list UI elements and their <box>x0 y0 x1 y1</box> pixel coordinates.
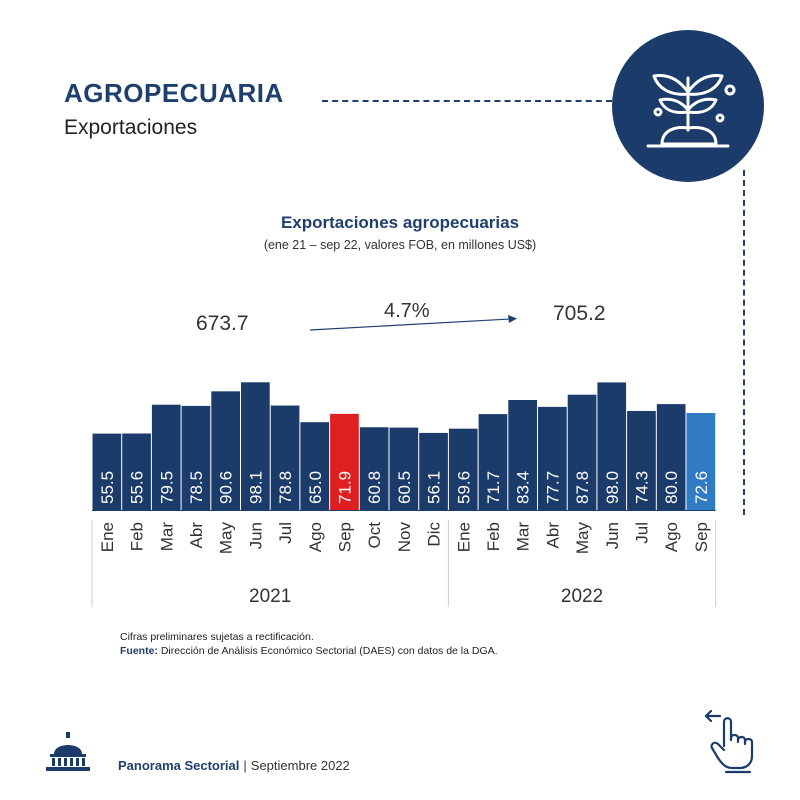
page-title: AGROPECUARIA <box>64 78 284 108</box>
bar <box>508 400 537 510</box>
bar <box>419 432 448 510</box>
bar <box>686 413 716 510</box>
x-tick-label: Ago <box>662 522 681 552</box>
bar-value-label: 87.8 <box>573 471 592 504</box>
publication-name: Panorama Sectorial <box>118 758 240 773</box>
bar-value-label: 74.3 <box>632 471 651 504</box>
bar-value-label: 98.1 <box>246 471 265 504</box>
x-tick-label: Abr <box>543 522 562 549</box>
year-label: 2022 <box>561 586 603 607</box>
bar-value-label: 55.6 <box>128 471 147 504</box>
bar <box>448 428 478 510</box>
bar <box>270 405 300 510</box>
bar <box>241 382 270 510</box>
source-text: Dirección de Análisis Económico Sectoria… <box>157 645 498 657</box>
total-2021: 673.7 <box>196 312 249 335</box>
bar-value-label: 60.5 <box>395 471 414 504</box>
x-tick-label: Ago <box>306 522 325 552</box>
dome-building-icon <box>44 732 92 777</box>
bar-value-label: 71.9 <box>335 471 354 504</box>
x-tick-label: Nov <box>395 522 414 553</box>
x-tick-label: Sep <box>692 522 711 552</box>
bar <box>300 422 330 510</box>
footer-publication: Panorama Sectorial | Septiembre 2022 <box>118 758 350 773</box>
x-tick-label: Ene <box>454 522 473 552</box>
total-2022: 705.2 <box>553 302 606 325</box>
bar <box>627 410 656 510</box>
page-subtitle: Exportaciones <box>64 116 198 139</box>
chart-title: Exportaciones agropecuarias <box>280 213 520 232</box>
publication-date: Septiembre 2022 <box>250 758 350 773</box>
bar <box>478 414 508 510</box>
x-tick-label: Jun <box>603 522 622 549</box>
bar-value-label: 78.5 <box>187 471 206 504</box>
bar <box>359 427 389 510</box>
chart-subtitle: (ene 21 – sep 22, valores FOB, en millon… <box>263 238 537 252</box>
bar-value-label: 72.6 <box>692 471 711 504</box>
x-tick-label: Ene <box>98 522 117 552</box>
bar-value-label: 98.0 <box>603 471 622 504</box>
bar-value-label: 56.1 <box>425 471 444 504</box>
growth-rate: 4.7% <box>384 300 430 322</box>
bar <box>538 406 567 510</box>
x-tick-label: May <box>573 522 592 555</box>
x-tick-label: Jul <box>632 522 651 544</box>
source-label: Fuente: <box>120 645 158 657</box>
year-label: 2021 <box>249 586 291 607</box>
bar <box>597 382 627 510</box>
x-tick-label: May <box>217 522 236 555</box>
bar <box>330 413 359 510</box>
x-tick-label: Abr <box>187 522 206 549</box>
bar-value-label: 71.7 <box>484 471 503 504</box>
x-tick-label: Feb <box>484 522 503 551</box>
preliminary-note: Cifras preliminares sujetas a rectificac… <box>120 631 314 643</box>
x-tick-label: Feb <box>128 522 147 551</box>
bar <box>567 394 597 510</box>
bar <box>389 427 419 510</box>
bar-value-label: 60.8 <box>365 471 384 504</box>
x-tick-label: Dic <box>425 522 444 547</box>
x-tick-label: Jul <box>276 522 295 544</box>
footer-separator: | <box>243 758 247 773</box>
x-tick-label: Jun <box>246 522 265 549</box>
bar-value-label: 80.0 <box>662 471 681 504</box>
x-tick-label: Oct <box>365 522 384 549</box>
bar <box>151 404 181 510</box>
x-tick-label: Sep <box>335 522 354 552</box>
bar-value-label: 77.7 <box>543 471 562 504</box>
bar-value-label: 90.6 <box>217 471 236 504</box>
dashed-connector-vertical <box>743 170 745 515</box>
bar <box>122 433 151 510</box>
x-tick-label: Mar <box>157 522 176 552</box>
bar-value-label: 59.6 <box>454 471 473 504</box>
bar <box>92 433 122 510</box>
bar-value-label: 79.5 <box>157 471 176 504</box>
bar-value-label: 83.4 <box>514 471 533 504</box>
pointing-hand-icon[interactable] <box>700 706 760 779</box>
plant-sprout-icon <box>612 30 764 182</box>
bar-value-label: 65.0 <box>306 471 325 504</box>
bar-value-label: 78.8 <box>276 471 295 504</box>
x-tick-label: Mar <box>514 522 533 552</box>
bar <box>211 391 240 510</box>
bar <box>656 404 686 510</box>
bar-value-label: 55.5 <box>98 471 117 504</box>
dashed-connector-horizontal <box>322 100 612 102</box>
source-note: Fuente: Dirección de Análisis Económico … <box>120 645 498 657</box>
bar <box>181 405 211 510</box>
